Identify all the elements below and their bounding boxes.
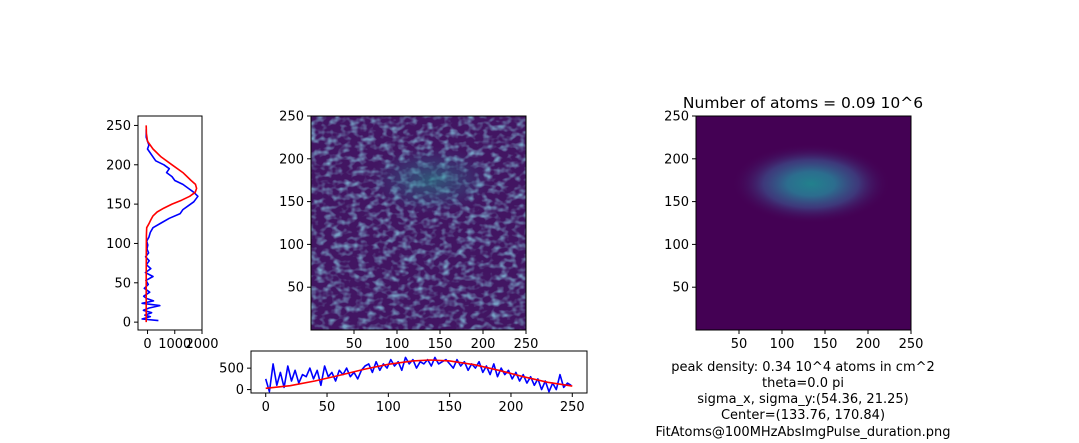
- caption-peak-density: peak density: 0.34 10^4 atoms in cm^2: [671, 360, 935, 375]
- fit-image-xtick-label: 150: [813, 337, 838, 352]
- horizontal-profile-ytick-label: 0: [236, 383, 244, 398]
- vertical-profile-ytick-label: 250: [106, 119, 131, 134]
- caption-theta: theta=0.0 pi: [762, 376, 844, 391]
- vertical-profile-xtick-label: 0: [143, 337, 151, 352]
- fit-image-ytick-label: 100: [664, 238, 689, 253]
- horizontal-profile-xtick-label: 250: [560, 400, 585, 415]
- raw-image-ytick-label: 50: [287, 281, 304, 296]
- raw-image-ticks: 50 100 150 200 250 50 100 150 200 250: [279, 110, 538, 353]
- raw-image-atom-cloud: [369, 146, 494, 215]
- vertical-profile-fit-line: [145, 125, 198, 323]
- vertical-profile-ytick-label: 50: [114, 276, 131, 291]
- fit-image-ytick-label: 250: [664, 110, 689, 125]
- horizontal-profile-xtick-label: 50: [319, 400, 336, 415]
- raw-image-ytick-label: 250: [279, 110, 304, 125]
- raw-image-ytick-label: 100: [279, 238, 304, 253]
- fit-image-ytick-label: 200: [664, 152, 689, 167]
- horizontal-profile-fit-line: [265, 359, 573, 390]
- fit-image-xtick-label: 200: [856, 337, 881, 352]
- horizontal-profile-xtick-label: 0: [262, 400, 270, 415]
- horizontal-profile-xtick-label: 200: [499, 400, 524, 415]
- raw-image-panel: 50 100 150 200 250 50 100 150 200 250: [279, 110, 538, 353]
- raw-image-xtick-label: 100: [385, 337, 410, 352]
- caption-filename: FitAtoms@100MHzAbsImgPulse_duration.png: [655, 425, 950, 440]
- fit-image-ytick-label: 150: [664, 195, 689, 210]
- fit-caption: peak density: 0.34 10^4 atoms in cm^2 th…: [655, 360, 950, 440]
- horizontal-profile-xtick-label: 150: [437, 400, 462, 415]
- horizontal-profile-xtick-label: 100: [376, 400, 401, 415]
- vertical-profile-xtick-label: 1000: [158, 337, 191, 352]
- fit-image-ytick-label: 50: [672, 281, 689, 296]
- raw-image-xtick-label: 200: [471, 337, 496, 352]
- fit-image-ticks: 50 100 150 200 250 50 100 150 200 250: [664, 110, 923, 353]
- fit-image-panel: Number of atoms = 0.09 10^6 50 100 150 200 2…: [664, 94, 923, 352]
- fit-image-xtick-label: 250: [899, 337, 924, 352]
- raw-image-xtick-label: 50: [346, 337, 363, 352]
- caption-center: Center=(133.76, 170.84): [721, 408, 885, 423]
- raw-image-xtick-label: 150: [428, 337, 453, 352]
- raw-image-ytick-label: 200: [279, 152, 304, 167]
- fit-image-xtick-label: 100: [770, 337, 795, 352]
- horizontal-profile-ticks: 0 50 100 150 200 250 0 500: [219, 362, 585, 415]
- fit-image-gaussian: [731, 143, 891, 224]
- caption-sigma: sigma_x, sigma_y:(54.36, 21.25): [697, 392, 908, 407]
- fit-image-title: Number of atoms = 0.09 10^6: [683, 94, 923, 112]
- vertical-profile-plot-area: [141, 125, 199, 323]
- vertical-profile-ytick-label: 200: [106, 158, 131, 173]
- raw-image-ytick-label: 150: [279, 195, 304, 210]
- vertical-profile-xtick-label: 2000: [185, 337, 218, 352]
- vertical-profile-ytick-label: 150: [106, 198, 131, 213]
- vertical-profile-ytick-label: 0: [123, 316, 131, 331]
- horizontal-profile-data-line: [264, 356, 572, 393]
- vertical-profile-frame: [137, 115, 203, 331]
- horizontal-profile-panel: 0 50 100 150 200 250 0 500: [219, 350, 588, 415]
- raw-image-frame: [310, 115, 527, 331]
- fit-image-frame: [695, 115, 912, 331]
- vertical-profile-ytick-label: 100: [106, 237, 131, 252]
- horizontal-profile-frame: [250, 350, 588, 394]
- raw-image-xtick-label: 250: [514, 337, 539, 352]
- horizontal-profile-plot-area: [264, 356, 573, 393]
- fit-image-xtick-label: 50: [731, 337, 748, 352]
- horizontal-profile-ytick-label: 500: [219, 362, 244, 377]
- vertical-profile-data-line: [141, 129, 199, 322]
